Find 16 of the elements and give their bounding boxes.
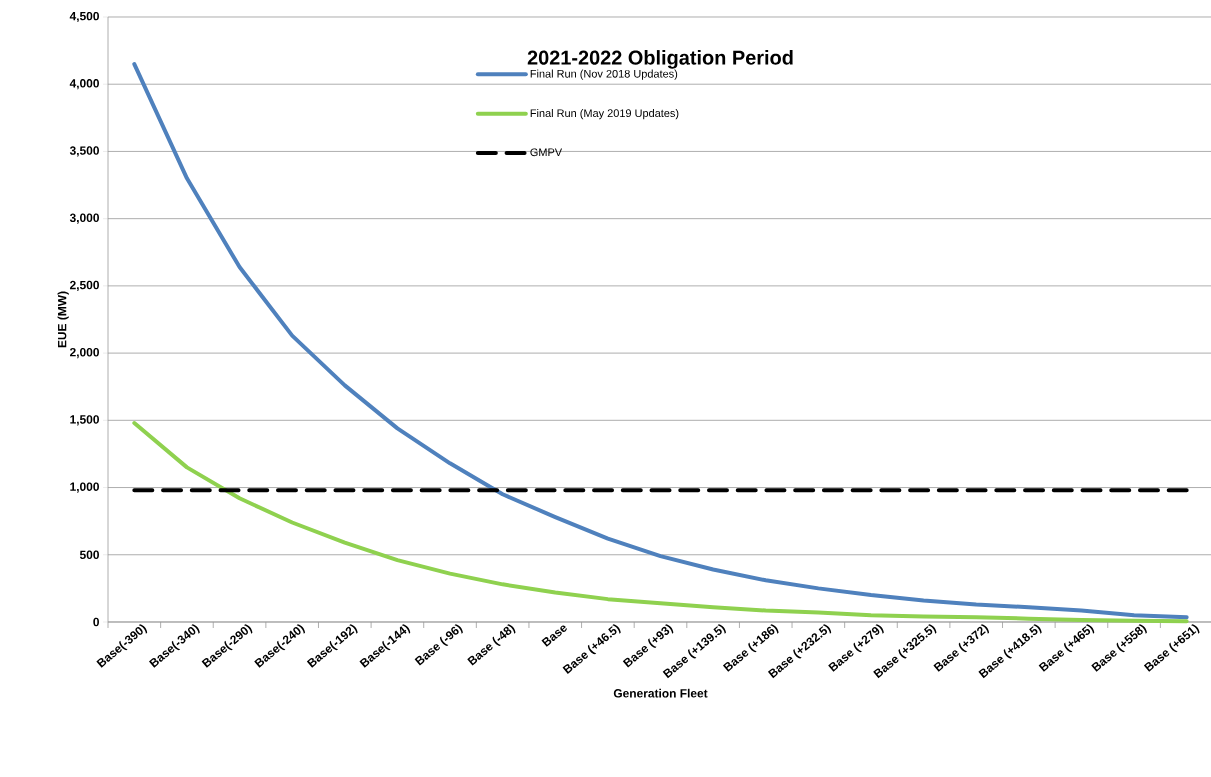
y-tick-label: 3,000 bbox=[69, 213, 99, 224]
y-axis-title: EUE (MW) bbox=[57, 291, 69, 348]
y-tick-label: 1,500 bbox=[70, 415, 99, 426]
legend-label: Final Run (Nov 2018 Updates) bbox=[530, 69, 678, 80]
text: 2021-2022 Obligation Period bbox=[527, 50, 793, 69]
y-tick-label: 1,000 bbox=[70, 482, 99, 493]
y-tick-label: 4,500 bbox=[69, 11, 99, 23]
y-tick-label: 2,500 bbox=[69, 280, 99, 291]
y-tick-label: 2,000 bbox=[69, 348, 99, 359]
y-tick-label: 500 bbox=[79, 550, 99, 559]
x-axis-title: Generation Fleet bbox=[613, 688, 708, 698]
y-tick-label: 3,500 bbox=[69, 146, 99, 157]
legend-label: GMPV bbox=[530, 148, 563, 157]
legend-label: Final Run (May 2019 Updates) bbox=[530, 109, 679, 120]
y-tick-label: 4,000 bbox=[69, 79, 99, 90]
line-series bbox=[132, 421, 1189, 624]
